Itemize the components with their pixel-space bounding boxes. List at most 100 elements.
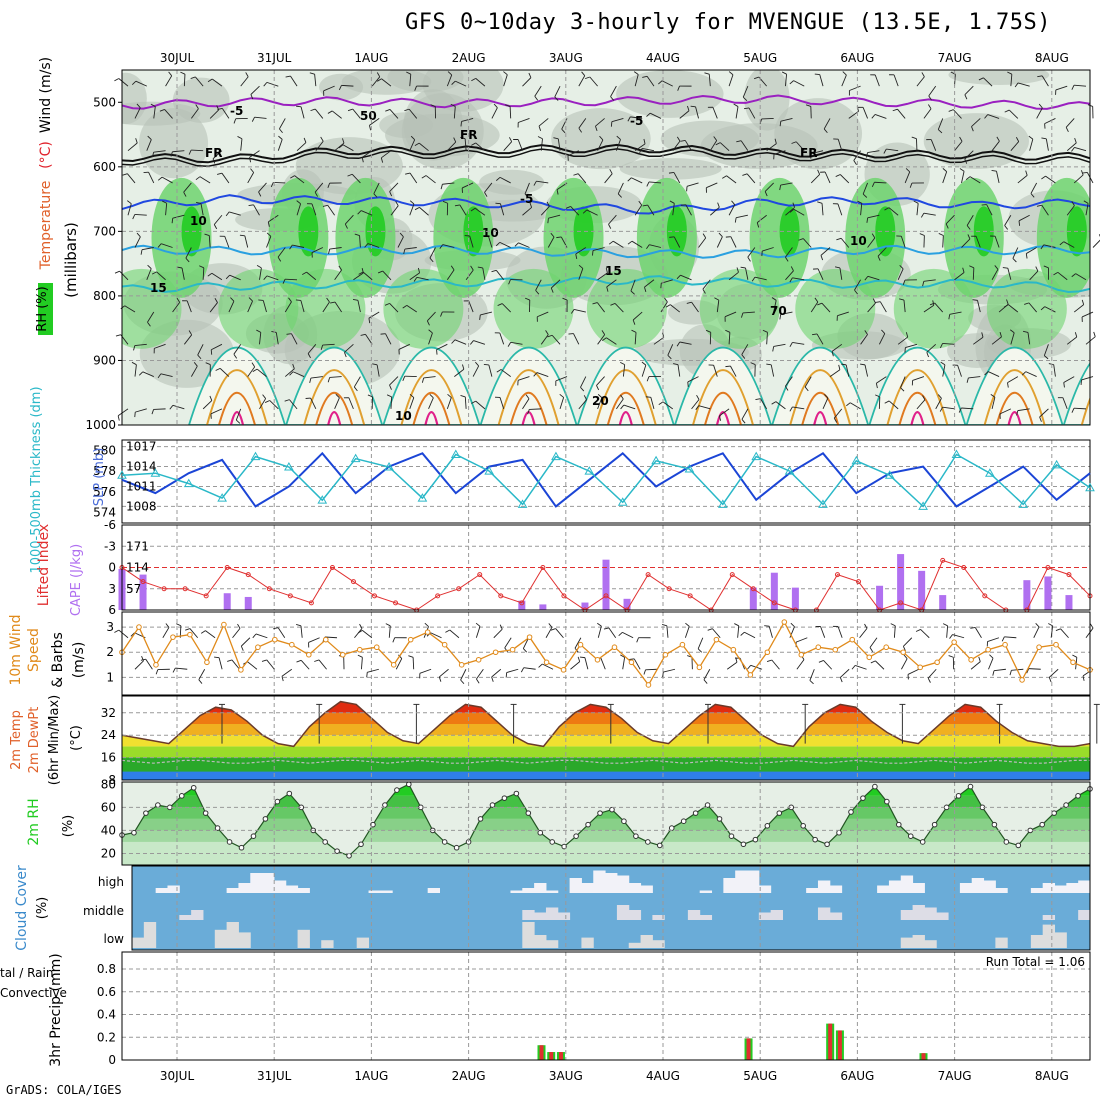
wind-speed-marker — [356, 646, 363, 653]
wind-barb — [365, 334, 373, 345]
wind-barb — [554, 85, 561, 98]
wind-barb-flag — [172, 667, 176, 673]
wind-barb — [670, 304, 681, 313]
cloud-day-grid — [176, 866, 1053, 950]
wind-barb — [221, 108, 230, 119]
rh-marker — [848, 809, 854, 815]
wind-barb — [726, 175, 737, 184]
precip-legend-conv: Convective — [0, 986, 67, 1000]
rh-gray-blob — [479, 169, 545, 195]
wind-barb-flag — [450, 265, 455, 271]
wind-barb-flag — [620, 361, 625, 366]
wind-barb — [860, 203, 863, 216]
wind-barb-flag — [528, 72, 532, 78]
wind-barb-flag — [805, 104, 811, 107]
wind-barb-flag — [214, 298, 218, 303]
wind-barb — [623, 404, 636, 410]
dewpoint-line — [122, 759, 1090, 764]
wind-barb — [395, 658, 403, 670]
cloud-bar — [912, 935, 925, 948]
wind-barb-flag — [789, 80, 794, 85]
wind-barb — [662, 401, 674, 410]
cloud-bar — [995, 937, 1008, 948]
wind-barb-flag — [926, 352, 930, 358]
wind-barb-flag — [627, 116, 631, 122]
wind-barb-flag — [402, 304, 408, 309]
wind-barb-flag — [320, 344, 324, 350]
wind-barb — [709, 140, 718, 151]
li-marker — [750, 586, 756, 592]
rh-green-blob — [122, 268, 182, 349]
wind-barb — [900, 376, 906, 388]
rh-band — [122, 818, 1090, 831]
cloud-bar — [581, 937, 594, 948]
precip-legend-rain: tal / Rain — [0, 966, 53, 980]
wind-barb-flag — [258, 191, 262, 197]
cloud-bar — [534, 883, 547, 893]
wind-barb-flag — [978, 77, 984, 81]
wind-barb — [244, 235, 249, 248]
cape-bar — [1044, 576, 1052, 610]
li-marker — [982, 593, 988, 599]
wind-barb — [923, 108, 932, 119]
wind-barb — [545, 627, 553, 638]
wind-barb-flag — [342, 138, 345, 144]
wind-barb-flag — [354, 233, 360, 236]
wind-barb-flag — [922, 281, 925, 287]
cloud-bar — [273, 880, 287, 893]
wind-barb — [548, 214, 561, 219]
wind-barb — [1012, 247, 1019, 259]
wind-barb-flag — [330, 301, 336, 304]
wind-barb-flag — [199, 265, 204, 269]
wind-barb — [708, 74, 711, 87]
wind-barb-flag — [491, 676, 494, 682]
wind-barb — [1036, 107, 1043, 119]
wind-barb — [630, 279, 636, 292]
wind-barb-flag — [1030, 193, 1035, 198]
wind-barb — [949, 311, 962, 315]
bottom-date-label: 30JUL — [160, 1069, 195, 1083]
top-date-label: 2AUG — [452, 51, 486, 65]
wind-barb — [200, 203, 204, 216]
wind-barb-flag — [809, 680, 814, 685]
wind-barb — [867, 214, 880, 219]
wind-barb — [1062, 397, 1068, 410]
wind-barb — [427, 311, 436, 322]
wind-barb — [322, 343, 335, 346]
wind-speed-marker — [390, 662, 397, 668]
cloud-bar — [723, 878, 736, 893]
wind-barb-flag — [617, 193, 622, 198]
wind-barb-flag — [741, 354, 746, 359]
wind-speed-marker — [1036, 644, 1042, 651]
wind-speed-marker — [951, 639, 957, 645]
wind-barb-flag — [177, 266, 183, 269]
wind-barb-flag — [479, 314, 481, 321]
precip-conv-bar — [539, 1045, 544, 1060]
wind-barb-flag — [249, 157, 252, 163]
wind-barb — [840, 237, 850, 248]
cloud-bar — [900, 875, 914, 893]
temp-tick: 32 — [101, 706, 116, 720]
wind-barb — [691, 301, 699, 313]
precip-conv-bar — [558, 1052, 563, 1060]
wind-speed-marker — [475, 656, 482, 663]
wind-barb — [134, 236, 141, 248]
wind-barb — [991, 140, 1000, 151]
wind-speed-marker — [832, 646, 839, 653]
rh-marker — [1039, 821, 1045, 828]
li-tick: -6 — [104, 518, 116, 532]
wind-tick: 2 — [106, 645, 114, 659]
wind-barb-flag — [296, 200, 301, 205]
precip-value-grid — [122, 968, 1090, 1038]
wind-barb-flag — [413, 277, 418, 282]
wind-barb — [900, 235, 906, 248]
wind-barb — [307, 344, 317, 354]
wind-speed-marker — [187, 631, 193, 638]
temp-line — [122, 700, 1090, 748]
wind-barb — [730, 236, 737, 248]
rh-green-blob — [636, 177, 697, 298]
wind-barb-flag — [871, 233, 876, 239]
wind-barb-flag — [772, 346, 775, 352]
cape-axis-label: CAPE (J/kg) — [69, 544, 84, 616]
wind-barb — [764, 182, 774, 192]
